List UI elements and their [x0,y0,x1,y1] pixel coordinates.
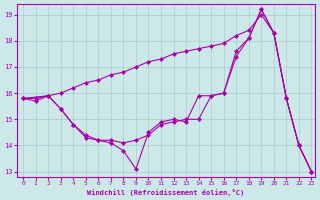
X-axis label: Windchill (Refroidissement éolien,°C): Windchill (Refroidissement éolien,°C) [87,189,245,196]
